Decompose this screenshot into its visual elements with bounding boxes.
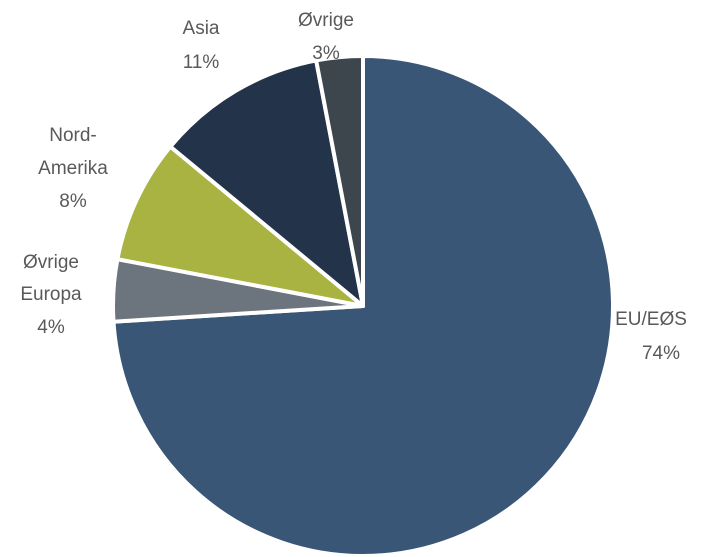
label-asia-name: Asia <box>183 18 220 39</box>
label-asia: Asia 11% <box>183 18 220 73</box>
label-nord-amerika-line2: Amerika <box>38 158 108 179</box>
label-ovrige-europa-line1: Øvrige <box>23 252 79 273</box>
slice-ovrige <box>314 54 365 308</box>
label-ovrige-value: 3% <box>312 43 340 64</box>
label-asia-value: 11% <box>183 52 220 73</box>
slice-asia <box>168 58 365 308</box>
slice-nord-amerika <box>115 144 365 308</box>
label-ovrige-europa-line2: Europa <box>20 284 82 305</box>
label-nord-amerika-value: 8% <box>59 191 87 212</box>
label-ovrige-europa-value: 4% <box>37 317 65 338</box>
label-eu-eos-value: 74% <box>642 343 680 364</box>
label-nord-amerika: Nord- Amerika 8% <box>38 125 108 212</box>
label-ovrige: Øvrige 3% <box>298 10 354 64</box>
label-eu-eos-name: EU/EØS <box>615 309 687 330</box>
label-ovrige-name: Øvrige <box>298 10 354 31</box>
label-nord-amerika-line1: Nord- <box>49 125 97 146</box>
pie-slices <box>111 54 615 557</box>
label-ovrige-europa: Øvrige Europa 4% <box>20 252 82 338</box>
label-eu-eos: EU/EØS 74% <box>615 309 687 364</box>
